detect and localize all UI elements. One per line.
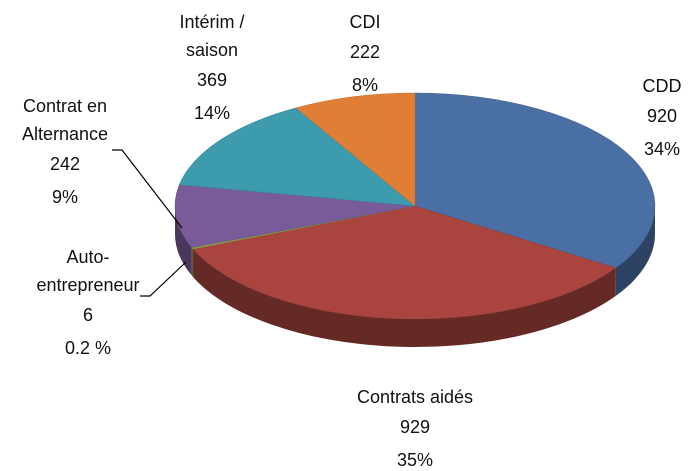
label-percent: 35% [396,450,434,470]
slice [192,205,617,320]
data-label: Contrats aidés 929 35% [357,383,473,471]
label-percent: 14% [193,103,231,123]
leader-line [112,149,183,229]
slice [414,92,656,269]
data-label: Intérim / saison 369 14% [179,8,244,130]
label-name: CDD [642,76,682,96]
leader-line [140,261,187,297]
slice-side [193,248,616,347]
label-value: 920 [646,106,678,126]
data-label: CDD 920 34% [643,72,682,166]
label-value: 369 [196,70,228,90]
data-label: Auto- entrepreneur 6 0.2 % [36,243,139,365]
slice [295,92,416,207]
slice [178,107,416,207]
slice-side [191,247,194,277]
label-percent: 8% [351,75,378,95]
label-percent: 9% [51,187,78,207]
data-label: Contrat en Alternance 242 9% [22,92,108,214]
label-value: 222 [349,42,381,62]
slice [174,184,416,248]
label-name: Contrats aidés [356,387,474,407]
label-percent: 0.2 % [64,338,112,358]
label-name: Intérim / saison [179,12,245,60]
data-label: CDI 222 8% [350,8,381,102]
slice-side [175,206,192,276]
label-name: Contrat en Alternance [21,96,109,144]
label-percent: 34% [643,139,681,159]
label-name: Auto- entrepreneur [36,247,140,295]
label-value: 242 [49,154,81,174]
label-name: CDI [349,12,381,32]
label-value: 929 [399,417,431,437]
label-value: 6 [82,305,94,325]
